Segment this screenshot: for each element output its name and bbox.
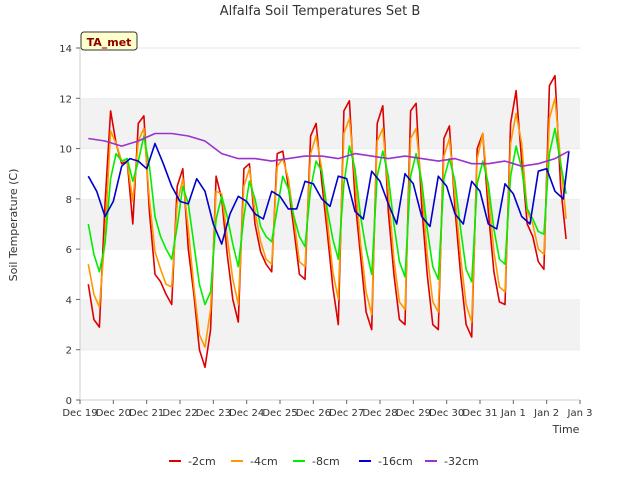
x-tick-label: Dec 31 xyxy=(462,408,497,419)
series-line-8cm xyxy=(87,127,567,306)
series-line-2cm xyxy=(87,74,567,369)
y-tick-label: 12 xyxy=(59,94,72,105)
x-tick-label: Dec 20 xyxy=(96,408,131,419)
station-badge-box xyxy=(80,31,138,51)
x-axis-label: Time xyxy=(552,423,580,436)
station-badge-label: TA_met xyxy=(87,36,132,49)
y-tick-label: 0 xyxy=(66,396,72,407)
x-tick-label: Dec 24 xyxy=(229,408,264,419)
y-tick-label: 4 xyxy=(66,295,72,306)
x-tick-label: Dec 25 xyxy=(262,408,297,419)
x-tick-label: Dec 30 xyxy=(429,408,464,419)
legend-item: -2cm xyxy=(169,455,216,468)
series-line-32cm xyxy=(88,132,570,167)
legend-label: -4cm xyxy=(250,455,278,468)
grid-band xyxy=(80,48,580,99)
y-axis-label: Soil Temperature (C) xyxy=(7,169,20,282)
grid-band xyxy=(80,349,580,400)
legend-item: -4cm xyxy=(231,455,278,468)
legend-item: -16cm xyxy=(359,455,413,468)
x-tick-label: Dec 23 xyxy=(196,408,231,419)
y-tick-label: 2 xyxy=(66,346,72,357)
legend-label: -2cm xyxy=(188,455,216,468)
legend-label: -8cm xyxy=(312,455,340,468)
chart-title: Alfalfa Soil Temperatures Set B xyxy=(220,4,421,19)
x-tick-label: Dec 28 xyxy=(362,408,397,419)
legend-label: -16cm xyxy=(378,455,413,468)
y-tick-label: 6 xyxy=(66,245,72,256)
x-tick-label: Jan 1 xyxy=(500,408,526,419)
grid-band xyxy=(80,98,580,149)
legend-label: -32cm xyxy=(444,455,479,468)
x-tick-label: Dec 27 xyxy=(329,408,364,419)
y-tick-label: 14 xyxy=(59,44,72,55)
grid-band xyxy=(80,299,580,350)
x-tick-label: Dec 26 xyxy=(296,408,331,419)
legend-item: -32cm xyxy=(425,455,479,468)
y-tick-label: 10 xyxy=(59,145,72,156)
y-tick-label: 8 xyxy=(66,195,72,206)
series-line-16cm xyxy=(87,142,570,245)
x-tick-label: Jan 2 xyxy=(533,408,559,419)
legend: -2cm -4cm -8cm -16cm -32cm xyxy=(169,455,479,468)
x-tick-label: Jan 3 xyxy=(567,408,593,419)
x-tick-label: Dec 22 xyxy=(162,408,197,419)
x-tick-label: Dec 19 xyxy=(62,408,97,419)
x-tick-label: Dec 21 xyxy=(129,408,164,419)
legend-item: -8cm xyxy=(293,455,340,468)
x-tick-label: Dec 29 xyxy=(396,408,431,419)
station-badge: TA_met xyxy=(80,31,138,51)
series-lines xyxy=(87,74,570,369)
grid-band xyxy=(80,148,580,199)
